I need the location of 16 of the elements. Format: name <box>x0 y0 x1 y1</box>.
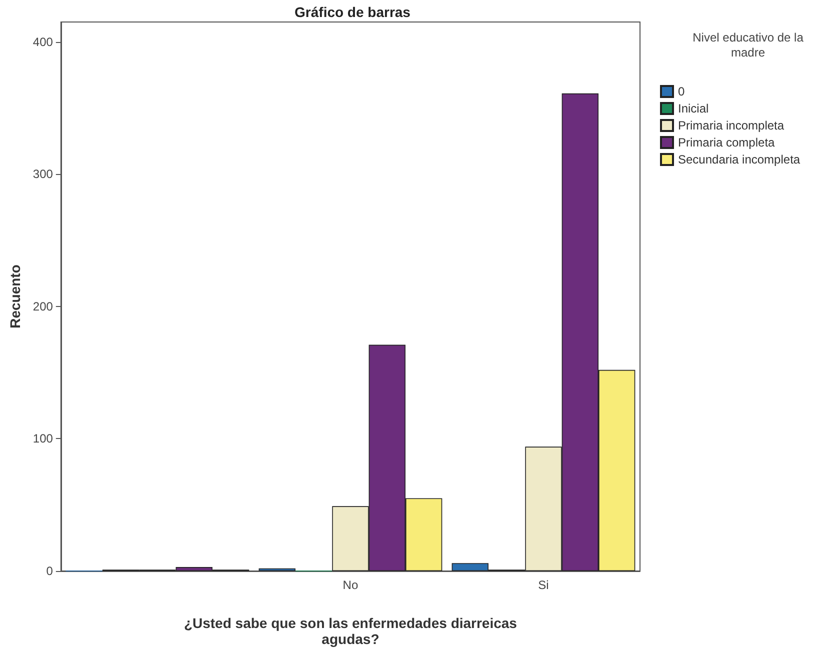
x-axis-title: ¿Usted sabe que son las enfermedades diarreicas agudas? <box>184 615 518 647</box>
legend-title: Nivel educativo de la madre <box>692 30 804 60</box>
y-tick-label: 100 <box>32 432 54 446</box>
legend-label: 0 <box>678 84 685 98</box>
y-tick-label: 300 <box>32 167 54 182</box>
x-tick-label: No <box>342 578 358 592</box>
legend-label: Primaria completa <box>678 136 776 150</box>
y-tick-label: 400 <box>32 34 54 49</box>
chart-title: Gráfico de barras <box>294 4 411 20</box>
y-tick-label: 0 <box>46 564 54 578</box>
legend-label: Primaria incompleta <box>678 118 784 132</box>
y-tick-label: 200 <box>32 299 54 314</box>
legend-label: Secundaria incompleta <box>678 152 800 166</box>
y-axis-title: Recuento <box>7 264 23 328</box>
x-tick-label: Si <box>538 578 549 592</box>
legend-label: Inicial <box>678 102 709 116</box>
